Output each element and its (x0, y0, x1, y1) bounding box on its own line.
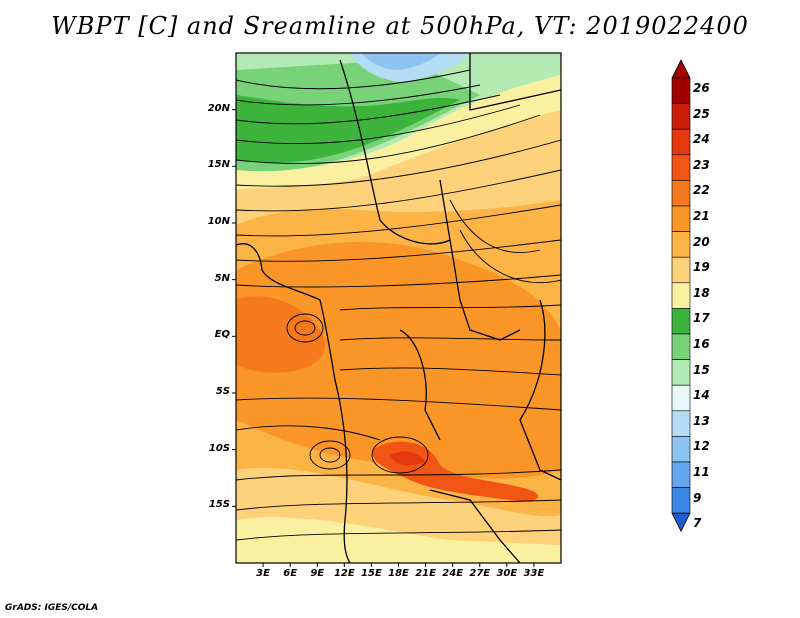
colorbar-level-label: 17 (693, 311, 710, 326)
colorbar-level-label: 16 (693, 337, 710, 351)
colorbar-segment (671, 461, 691, 488)
colorbar-min-arrow (671, 512, 691, 533)
colorbar-level-label: 12 (693, 439, 710, 454)
wbpt-field (236, 53, 561, 563)
colorbar-segment (671, 154, 691, 181)
lon-tick-label: 33E (523, 568, 545, 579)
lon-tick-label: 21E (415, 568, 436, 579)
colorbar-segment (671, 308, 691, 335)
colorbar-segment (671, 410, 691, 437)
colorbar-segment (671, 180, 691, 207)
lon-tick-label: 9E (310, 568, 325, 579)
colorbar-level-label: 24 (693, 132, 710, 147)
colorbar-segment (671, 436, 691, 463)
colorbar-segment (671, 77, 691, 104)
footer-credit: GrADS: IGES/COLA (5, 603, 99, 613)
colorbar-segment (671, 128, 691, 156)
colorbar-level-label: 21 (693, 209, 710, 223)
colorbar-level-label: 18 (693, 285, 710, 300)
colorbar-level-label: 25 (693, 106, 710, 121)
colorbar-segment (671, 282, 691, 309)
colorbar-level-label: 26 (693, 81, 710, 95)
colorbar-level-label: 14 (693, 388, 710, 403)
colorbar-segment (671, 103, 691, 130)
colorbar-level-label: 13 (693, 413, 710, 428)
colorbar-segment (671, 256, 691, 284)
lon-tick-label: 3E (256, 568, 270, 579)
lat-tick-label: EQ (214, 329, 230, 341)
lon-tick-label: 24E (442, 568, 464, 579)
colorbar (671, 59, 691, 533)
lon-tick-label: 18E (388, 568, 409, 579)
lat-tick-label: 15N (207, 159, 230, 171)
coastlines (236, 53, 561, 563)
lon-tick-label: 12E (333, 568, 355, 579)
colorbar-segment (671, 384, 691, 412)
colorbar-level-label: 7 (693, 516, 702, 531)
lat-tick-label: 10N (207, 216, 230, 227)
lat-tick-label: 10S (208, 442, 230, 454)
lat-tick-marks (232, 109, 236, 507)
lat-tick-label: 15S (208, 499, 230, 511)
colorbar-level-label: 23 (693, 157, 710, 172)
colorbar-segment (671, 205, 691, 232)
lon-tick-label: 6E (283, 568, 298, 579)
colorbar-segment (671, 333, 691, 360)
colorbar-level-label: 22 (693, 183, 710, 198)
colorbar-level-label: 11 (693, 465, 710, 479)
lon-tick-marks (262, 563, 535, 567)
lon-tick-label: 15E (361, 568, 382, 579)
lon-tick-label: 30E (496, 568, 518, 579)
colorbar-max-arrow (671, 59, 691, 79)
lon-tick-label: 27E (469, 568, 491, 579)
map-title: WBPT [C] and Sreamline at 500hPa, VT: 20… (51, 12, 749, 40)
colorbar-level-label: 20 (693, 234, 710, 249)
colorbar-level-label: 19 (693, 260, 710, 275)
colorbar-segment (671, 359, 691, 386)
lat-tick-label: 20N (207, 102, 230, 114)
lat-tick-label: 5N (214, 272, 230, 284)
colorbar-level-label: 9 (693, 490, 702, 505)
lat-tick-label: 5S (215, 386, 230, 397)
colorbar-segment (671, 487, 691, 514)
colorbar-segment (671, 231, 691, 258)
colorbar-level-label: 15 (693, 362, 710, 377)
